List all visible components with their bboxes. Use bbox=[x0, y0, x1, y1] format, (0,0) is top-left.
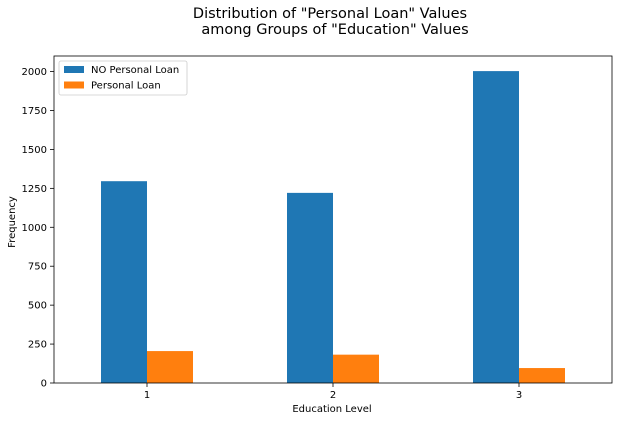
bars-group bbox=[101, 71, 565, 384]
y-tick-label: 0 bbox=[41, 379, 47, 390]
legend: NO Personal Loan Personal Loan bbox=[58, 60, 188, 96]
legend-label: Personal Loan bbox=[91, 81, 161, 92]
bar-no-personal-loan-1 bbox=[101, 181, 147, 383]
y-tick-label: 500 bbox=[28, 301, 47, 312]
x-tick-label: 1 bbox=[144, 390, 150, 401]
chart-title-line-1: Distribution of "Personal Loan" Values bbox=[193, 6, 467, 22]
legend-swatch bbox=[64, 81, 84, 89]
y-tick-label: 750 bbox=[28, 262, 47, 273]
x-axis-label: Education Level bbox=[292, 404, 371, 415]
y-tick-label: 1000 bbox=[22, 223, 47, 234]
y-tick-label: 2000 bbox=[22, 67, 47, 78]
legend-label: NO Personal Loan bbox=[91, 65, 179, 76]
chart-title-line-2: among Groups of "Education" Values bbox=[201, 22, 468, 38]
bar-personal-loan-2 bbox=[333, 354, 379, 383]
x-tick-label: 3 bbox=[516, 390, 522, 401]
bar-no-personal-loan-2 bbox=[287, 192, 333, 383]
plot-frame bbox=[53, 55, 613, 384]
y-tick-label: 1250 bbox=[22, 184, 47, 195]
y-axis-label: Frequency bbox=[7, 196, 18, 248]
chart-title: Distribution of "Personal Loan" Values a… bbox=[193, 6, 469, 38]
bar-no-personal-loan-3 bbox=[473, 71, 519, 384]
x-axis: 1 2 3 bbox=[144, 383, 522, 401]
y-tick-label: 1500 bbox=[22, 145, 47, 156]
legend-swatch bbox=[64, 66, 84, 73]
y-axis: 0 250 500 750 1000 1250 1500 1750 2000 bbox=[22, 67, 54, 390]
bar-personal-loan-1 bbox=[147, 351, 193, 383]
y-tick-label: 1750 bbox=[22, 106, 47, 117]
x-tick-label: 2 bbox=[330, 390, 336, 401]
legend-box bbox=[58, 60, 188, 96]
bar-personal-loan-3 bbox=[519, 368, 565, 383]
y-tick-label: 250 bbox=[28, 340, 47, 351]
